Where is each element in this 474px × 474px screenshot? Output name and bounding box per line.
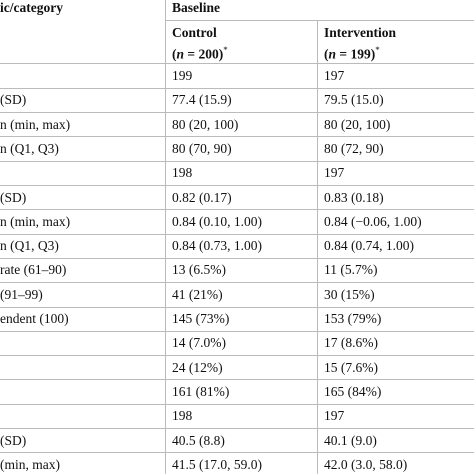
cell: 41 (21%) (172, 286, 223, 302)
row-label: n (min, max) (0, 116, 71, 132)
cell: 40.5 (8.8) (172, 432, 225, 448)
row-label: (91–99) (0, 286, 43, 302)
row-label: endent (100) (0, 311, 69, 326)
row-label: rate (61–90) (0, 262, 67, 278)
column-rule (317, 20, 318, 474)
row-rule (0, 87, 474, 89)
cell: 30 (15%) (324, 286, 375, 302)
column-name: Intervention (324, 25, 396, 40)
column-name: Control (172, 25, 217, 40)
row-rule (0, 379, 474, 381)
cell: 145 (73%) (172, 311, 230, 326)
cell: 40.1 (9.0) (324, 432, 377, 448)
row-label: n (min, max) (0, 213, 71, 229)
rule (0, 63, 474, 64)
n-symbol: n (176, 46, 185, 62)
cell: 165 (84%) (324, 383, 382, 399)
row-label: n (Q1, Q3) (0, 140, 59, 156)
row-rule (0, 112, 474, 114)
cell: 0.84 (0.73, 1.00) (172, 238, 262, 254)
cell: 42.0 (3.0, 58.0) (324, 456, 408, 472)
cell: 13 (6.5%) (172, 262, 226, 278)
row-label: (SD) (0, 189, 27, 205)
column-rule (165, 0, 166, 474)
row-rule (0, 136, 474, 138)
cell: 79.5 (15.0) (324, 92, 384, 108)
row-rule (0, 233, 474, 235)
cell: 80 (20, 100) (172, 116, 239, 132)
row-label: (min, max) (0, 456, 60, 472)
cell: 14 (7.0%) (172, 335, 226, 351)
cell: 80 (70, 90) (172, 140, 232, 156)
stub-header: ic/category (0, 0, 63, 15)
cell: 24 (12%) (172, 359, 223, 375)
paren: ( (172, 46, 177, 62)
rule (165, 20, 474, 21)
count: = 199) (336, 46, 376, 62)
footnote-mark: * (375, 45, 380, 55)
cell: 77.4 (15.9) (172, 92, 232, 108)
cell: 199 (172, 68, 193, 83)
cell: 197 (324, 165, 345, 181)
cell: 161 (81%) (172, 383, 230, 399)
row-rule (0, 185, 474, 186)
cell: 198 (172, 165, 193, 181)
row-rule (0, 452, 474, 454)
cell: 153 (79%) (324, 311, 382, 326)
cell: 11 (5.7%) (324, 262, 378, 278)
footnote-mark: * (223, 45, 228, 55)
cell: 0.84 (0.10, 1.00) (172, 213, 262, 229)
cell: 198 (172, 408, 193, 424)
row-rule (0, 403, 474, 405)
row-rule (0, 209, 474, 211)
cell: 197 (324, 68, 345, 83)
row-rule (0, 282, 474, 284)
row-label: (SD) (0, 92, 27, 108)
paren: ( (324, 46, 329, 62)
cell: 15 (7.6%) (324, 359, 378, 375)
row-rule (0, 428, 474, 429)
cell: 0.84 (0.74, 1.00) (324, 238, 414, 254)
count: = 200) (184, 46, 224, 62)
cell: 80 (72, 90) (324, 140, 384, 156)
row-rule (0, 306, 474, 308)
row-rule (0, 160, 474, 162)
n-symbol: n (328, 46, 337, 62)
cell: 41.5 (17.0, 59.0) (172, 456, 262, 472)
row-rule (0, 355, 474, 357)
column-count: (n = 199)* (324, 42, 380, 63)
row-rule (0, 330, 474, 332)
row-rule (0, 257, 474, 259)
cell: 197 (324, 408, 345, 424)
row-label: (SD) (0, 432, 27, 448)
cell: 0.84 (−0.06, 1.00) (324, 213, 422, 229)
row-label: n (Q1, Q3) (0, 238, 59, 254)
cell: 17 (8.6%) (324, 335, 378, 351)
column-count: (n = 200)* (172, 42, 228, 63)
group-header: Baseline (172, 0, 221, 15)
cell: 80 (20, 100) (324, 116, 391, 132)
cell: 0.83 (0.18) (324, 189, 384, 205)
cell: 0.82 (0.17) (172, 189, 232, 205)
